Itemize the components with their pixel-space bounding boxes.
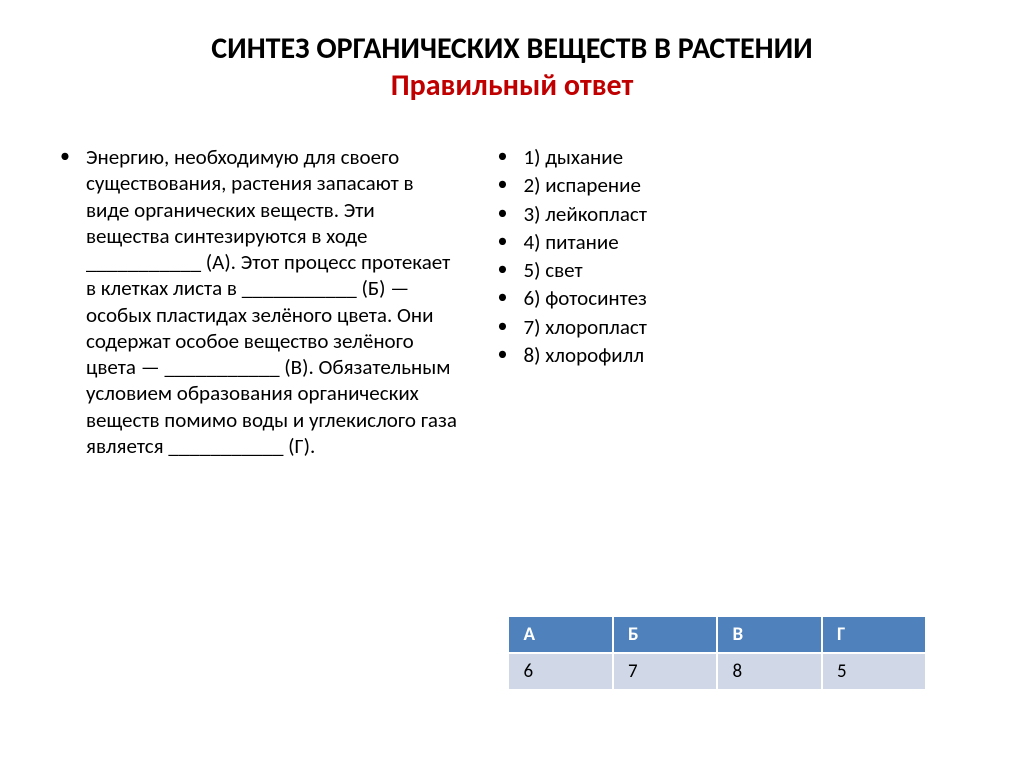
option-text: 8) хлорофилл bbox=[523, 342, 964, 368]
option-text: 5) свет bbox=[523, 257, 964, 283]
list-item: • 2) испарение bbox=[497, 172, 964, 198]
list-item: • 8) хлорофилл bbox=[497, 342, 964, 368]
option-text: 7) хлоропласт bbox=[523, 314, 964, 340]
paragraph-item: • Энергию, необходимую для своего сущест… bbox=[60, 144, 457, 459]
paragraph-text: Энергию, необходимую для своего существо… bbox=[86, 144, 457, 459]
title-line-2: Правильный ответ bbox=[60, 67, 964, 104]
bullet-icon: • bbox=[497, 285, 523, 310]
table-cell: 7 bbox=[613, 653, 718, 690]
options-list: • 1) дыхание • 2) испарение • 3) лейкопл… bbox=[497, 144, 964, 368]
table-header-cell: Б bbox=[613, 616, 718, 653]
table-cell: 8 bbox=[717, 653, 822, 690]
option-text: 2) испарение bbox=[523, 172, 964, 198]
list-item: • 6) фотосинтез bbox=[497, 285, 964, 311]
content-columns: • Энергию, необходимую для своего сущест… bbox=[60, 144, 964, 461]
option-text: 3) лейкопласт bbox=[523, 201, 964, 227]
list-item: • 3) лейкопласт bbox=[497, 201, 964, 227]
title-block: СИНТЕЗ ОРГАНИЧЕСКИХ ВЕЩЕСТВ В РАСТЕНИИ П… bbox=[60, 30, 964, 104]
table-row: 6 7 8 5 bbox=[508, 653, 926, 690]
bullet-icon: • bbox=[497, 342, 523, 367]
answer-table: А Б В Г 6 7 8 5 bbox=[507, 615, 927, 691]
list-item: • 1) дыхание bbox=[497, 144, 964, 170]
table-header-row: А Б В Г bbox=[508, 616, 926, 653]
option-text: 4) питание bbox=[523, 229, 964, 255]
list-item: • 4) питание bbox=[497, 229, 964, 255]
table-cell: 6 bbox=[508, 653, 613, 690]
right-column: • 1) дыхание • 2) испарение • 3) лейкопл… bbox=[497, 144, 964, 461]
left-column: • Энергию, необходимую для своего сущест… bbox=[60, 144, 457, 461]
bullet-icon: • bbox=[497, 257, 523, 282]
bullet-icon: • bbox=[497, 201, 523, 226]
bullet-icon: • bbox=[497, 314, 523, 339]
list-item: • 5) свет bbox=[497, 257, 964, 283]
title-line-1: СИНТЕЗ ОРГАНИЧЕСКИХ ВЕЩЕСТВ В РАСТЕНИИ bbox=[60, 30, 964, 67]
bullet-icon: • bbox=[497, 144, 523, 169]
option-text: 6) фотосинтез bbox=[523, 285, 964, 311]
bullet-icon: • bbox=[60, 144, 86, 169]
list-item: • 7) хлоропласт bbox=[497, 314, 964, 340]
table-header-cell: А bbox=[508, 616, 613, 653]
option-text: 1) дыхание bbox=[523, 144, 964, 170]
table-cell: 5 bbox=[822, 653, 927, 690]
table-header-cell: Г bbox=[822, 616, 927, 653]
table-header-cell: В bbox=[717, 616, 822, 653]
bullet-icon: • bbox=[497, 229, 523, 254]
bullet-icon: • bbox=[497, 172, 523, 197]
